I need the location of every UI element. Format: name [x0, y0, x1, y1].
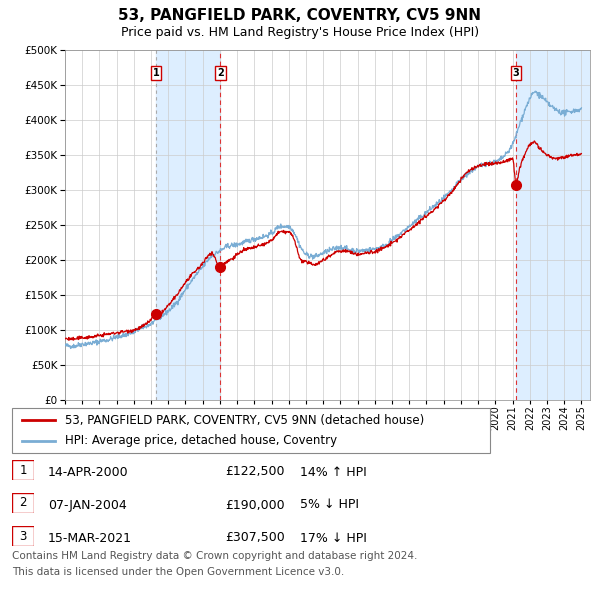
- Text: £122,500: £122,500: [226, 466, 285, 478]
- Text: HPI: Average price, detached house, Coventry: HPI: Average price, detached house, Cove…: [65, 434, 337, 447]
- Text: Contains HM Land Registry data © Crown copyright and database right 2024.: Contains HM Land Registry data © Crown c…: [12, 551, 418, 561]
- Bar: [156, 50, 220, 400]
- Text: 14% ↑ HPI: 14% ↑ HPI: [300, 466, 367, 478]
- Text: 2: 2: [19, 497, 27, 510]
- Text: 2: 2: [217, 68, 224, 78]
- Text: 17% ↓ HPI: 17% ↓ HPI: [300, 532, 367, 545]
- Text: Price paid vs. HM Land Registry's House Price Index (HPI): Price paid vs. HM Land Registry's House …: [121, 26, 479, 39]
- Text: 5% ↓ HPI: 5% ↓ HPI: [300, 499, 359, 512]
- Text: £190,000: £190,000: [226, 499, 285, 512]
- Text: 1: 1: [19, 464, 27, 477]
- Text: £307,500: £307,500: [225, 532, 285, 545]
- Text: 53, PANGFIELD PARK, COVENTRY, CV5 9NN: 53, PANGFIELD PARK, COVENTRY, CV5 9NN: [119, 8, 482, 23]
- Bar: [516, 50, 590, 400]
- Text: 3: 3: [19, 529, 26, 542]
- Text: 15-MAR-2021: 15-MAR-2021: [48, 532, 132, 545]
- Text: 07-JAN-2004: 07-JAN-2004: [48, 499, 127, 512]
- Text: This data is licensed under the Open Government Licence v3.0.: This data is licensed under the Open Gov…: [12, 567, 344, 577]
- Text: 53, PANGFIELD PARK, COVENTRY, CV5 9NN (detached house): 53, PANGFIELD PARK, COVENTRY, CV5 9NN (d…: [65, 414, 424, 427]
- Text: 3: 3: [513, 68, 520, 78]
- Text: 1: 1: [152, 68, 159, 78]
- Text: 14-APR-2000: 14-APR-2000: [48, 466, 128, 478]
